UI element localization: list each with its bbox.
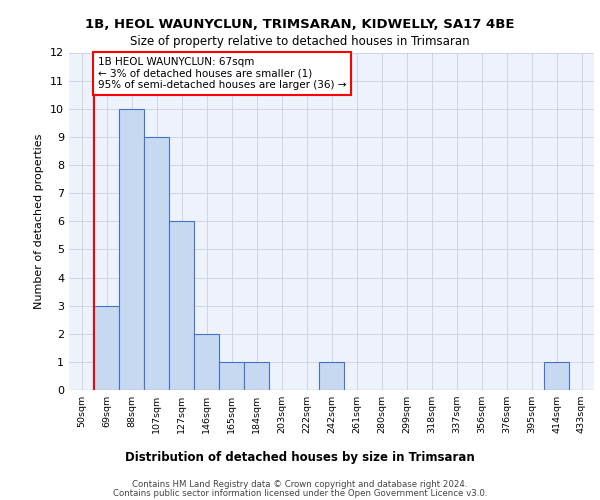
Text: 1B, HEOL WAUNYCLUN, TRIMSARAN, KIDWELLY, SA17 4BE: 1B, HEOL WAUNYCLUN, TRIMSARAN, KIDWELLY,… bbox=[85, 18, 515, 30]
Bar bbox=[244, 362, 269, 390]
Text: Contains HM Land Registry data © Crown copyright and database right 2024.: Contains HM Land Registry data © Crown c… bbox=[132, 480, 468, 489]
Bar bbox=[169, 221, 194, 390]
Bar bbox=[94, 306, 119, 390]
Bar bbox=[119, 109, 144, 390]
Text: Contains public sector information licensed under the Open Government Licence v3: Contains public sector information licen… bbox=[113, 489, 487, 498]
Y-axis label: Number of detached properties: Number of detached properties bbox=[34, 134, 44, 309]
Bar bbox=[219, 362, 244, 390]
Text: 1B HEOL WAUNYCLUN: 67sqm
← 3% of detached houses are smaller (1)
95% of semi-det: 1B HEOL WAUNYCLUN: 67sqm ← 3% of detache… bbox=[98, 56, 346, 90]
Text: Distribution of detached houses by size in Trimsaran: Distribution of detached houses by size … bbox=[125, 451, 475, 464]
Text: Size of property relative to detached houses in Trimsaran: Size of property relative to detached ho… bbox=[130, 35, 470, 48]
Bar bbox=[544, 362, 569, 390]
Bar bbox=[319, 362, 344, 390]
Bar bbox=[194, 334, 219, 390]
Bar bbox=[144, 137, 169, 390]
